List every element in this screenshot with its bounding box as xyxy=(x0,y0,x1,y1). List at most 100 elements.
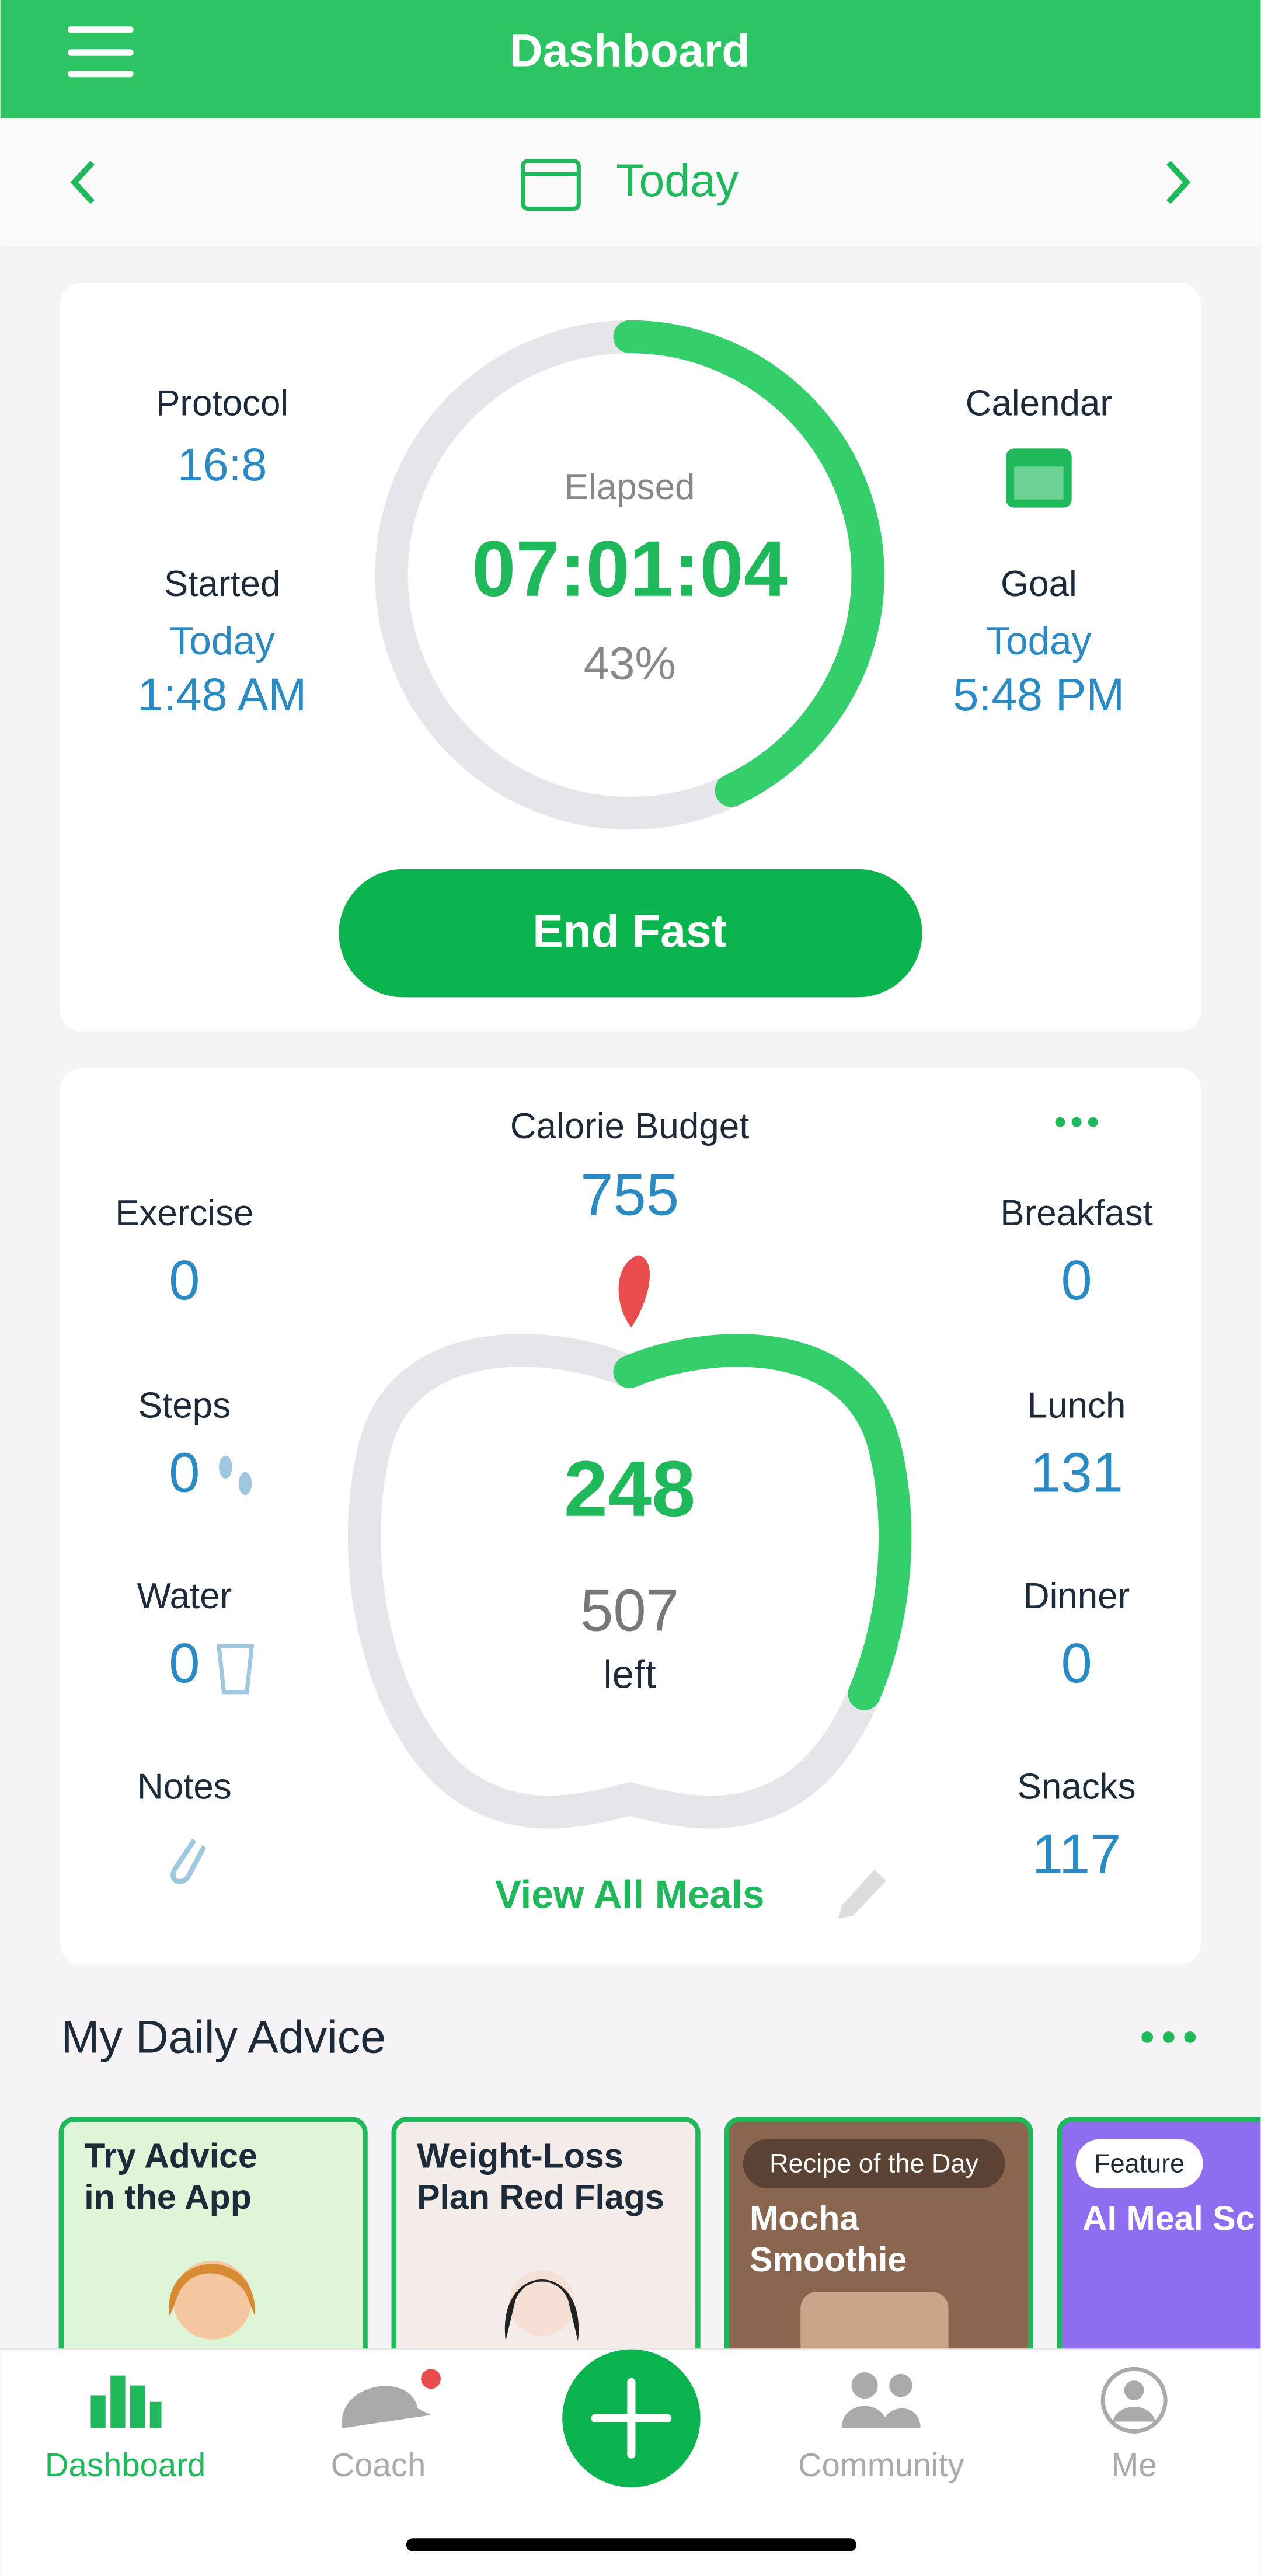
advice-card[interactable] xyxy=(391,2117,701,2399)
foot xyxy=(238,1472,252,1496)
calorie-more[interactable] xyxy=(1055,1117,1098,1127)
notes-icon[interactable] xyxy=(170,1838,207,1884)
menu-button[interactable] xyxy=(68,26,134,78)
advice-title: My Daily Advice xyxy=(61,2011,386,2062)
head xyxy=(889,2373,912,2397)
header-title: Dashboard xyxy=(510,25,750,76)
steps-value: 0 xyxy=(169,1441,200,1504)
prev-day[interactable] xyxy=(70,161,95,204)
next-day[interactable] xyxy=(1166,161,1191,204)
tab-label[interactable]: Me xyxy=(1112,2446,1157,2483)
advice-card[interactable] xyxy=(724,2117,1033,2399)
tab-labels: Dashboard Coach Community Me xyxy=(45,2446,1157,2483)
illustration-glass xyxy=(800,2292,949,2350)
bodies xyxy=(841,2406,921,2428)
remaining-label: left xyxy=(604,1653,656,1696)
coach-icon xyxy=(342,2386,431,2428)
advice-tag-bg xyxy=(1075,2139,1203,2188)
bar-shape xyxy=(130,2385,145,2428)
dot xyxy=(1055,1117,1065,1127)
dot xyxy=(1162,2031,1175,2043)
elapsed-label: Elapsed xyxy=(565,467,695,507)
goal-time: 5:48 PM xyxy=(953,669,1124,720)
ring xyxy=(1100,2366,1168,2434)
remaining: 507 xyxy=(580,1577,679,1643)
bar-shape xyxy=(90,2395,106,2428)
edit-icon[interactable] xyxy=(838,1869,886,1919)
home-indicator xyxy=(406,2538,856,2551)
end-fast-button[interactable] xyxy=(339,869,922,998)
calorie-budget: 755 xyxy=(580,1162,679,1228)
view-meals-link[interactable]: View All Meals xyxy=(495,1873,765,1916)
tab-label[interactable]: Coach xyxy=(331,2446,426,2483)
notes-label: Notes xyxy=(137,1766,232,1807)
water-value: 0 xyxy=(169,1632,200,1695)
goal-label: Goal xyxy=(1001,564,1077,604)
date-label[interactable]: Today xyxy=(616,155,739,206)
coach-badge xyxy=(421,2369,441,2389)
lunch-value: 131 xyxy=(1030,1441,1123,1504)
advice-card[interactable] xyxy=(58,2117,368,2399)
calorie-card xyxy=(59,1068,1202,1965)
end-fast-label[interactable]: End Fast xyxy=(532,905,727,957)
advice-card-title: Weight-Loss xyxy=(417,2136,623,2176)
advice-card-title: AI Meal Sc xyxy=(1082,2199,1255,2238)
dinner-label: Dinner xyxy=(1023,1576,1130,1616)
head xyxy=(1124,2380,1144,2400)
illustration-hair xyxy=(169,2264,256,2317)
advice-more[interactable] xyxy=(1141,2031,1196,2043)
body xyxy=(1113,2407,1156,2422)
advice-card-title: in the App xyxy=(84,2177,252,2216)
started-day: Today xyxy=(170,619,275,663)
started-label: Started xyxy=(164,564,281,604)
breakfast-value: 0 xyxy=(1061,1249,1092,1312)
dot xyxy=(1184,2031,1196,2043)
steps-icon xyxy=(218,1455,252,1496)
bar-shape xyxy=(110,2375,126,2428)
dinner-value: 0 xyxy=(1061,1632,1092,1695)
head xyxy=(851,2372,878,2399)
steps-label: Steps xyxy=(138,1385,231,1425)
calendar-icon-fill xyxy=(1006,448,1072,508)
me-icon xyxy=(1100,2366,1168,2434)
water-label: Water xyxy=(137,1576,232,1616)
dot xyxy=(1141,2031,1153,2043)
advice-card-title: Plan Red Flags xyxy=(417,2177,664,2216)
snacks-label: Snacks xyxy=(1018,1766,1136,1807)
apple-progress xyxy=(347,1334,912,1829)
calendar-button[interactable] xyxy=(1006,448,1072,508)
calorie-title: Calorie Budget xyxy=(510,1106,750,1146)
calendar-icon xyxy=(521,159,581,211)
protocol-label: Protocol xyxy=(156,384,288,424)
lunch-label: Lunch xyxy=(1027,1385,1126,1425)
advice-card-title: Smoothie xyxy=(750,2240,907,2279)
elapsed-time: 07:01:04 xyxy=(472,525,788,613)
advice-card-title: Mocha xyxy=(750,2199,859,2238)
consumed: 248 xyxy=(564,1445,695,1533)
foot xyxy=(218,1455,232,1479)
community-icon xyxy=(841,2372,921,2428)
illustration-head xyxy=(173,2260,252,2340)
started-time: 1:48 AM xyxy=(138,669,306,720)
tab-label[interactable]: Dashboard xyxy=(45,2446,205,2483)
bar-shape xyxy=(149,2401,162,2428)
protocol-value: 16:8 xyxy=(177,439,267,490)
date-nav xyxy=(0,118,1261,247)
advice-card-title: Try Advice xyxy=(84,2136,257,2176)
exercise-value: 0 xyxy=(169,1249,200,1312)
tab-label[interactable]: Community xyxy=(798,2446,964,2483)
breakfast-label: Breakfast xyxy=(1000,1193,1152,1233)
calendar-frame xyxy=(521,159,581,211)
water-icon xyxy=(217,1644,255,1695)
header-bar xyxy=(0,0,1261,118)
calendar-label: Calendar xyxy=(966,384,1112,424)
dot xyxy=(1088,1117,1098,1127)
add-icon xyxy=(591,2378,672,2459)
snacks-value: 117 xyxy=(1032,1822,1121,1885)
advice-tag: Recipe of the Day xyxy=(769,2148,978,2178)
goal-day: Today xyxy=(986,619,1091,663)
dot xyxy=(1071,1117,1082,1127)
fast-progress xyxy=(375,320,884,830)
